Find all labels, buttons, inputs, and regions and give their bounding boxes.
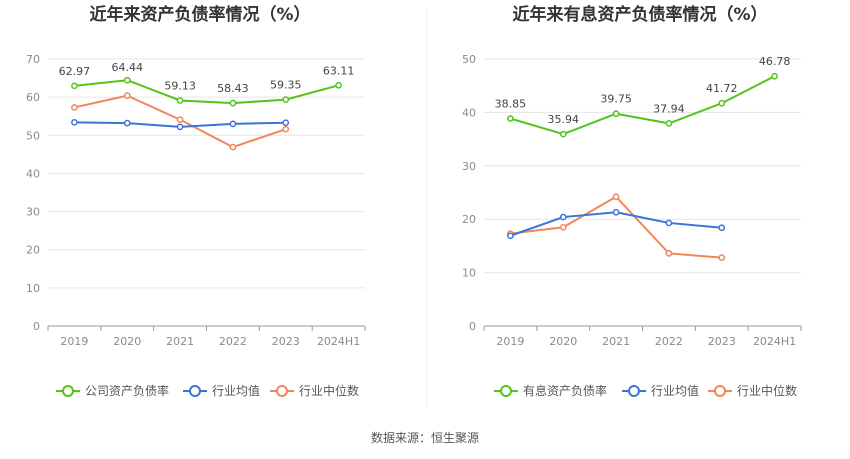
data-label: 35.94	[548, 113, 580, 126]
y-tick-label: 30	[26, 206, 40, 219]
data-point	[771, 72, 778, 80]
data-point	[612, 110, 620, 118]
data-point	[335, 81, 342, 89]
data-point	[559, 213, 567, 221]
data-point	[718, 99, 726, 107]
series-line-1	[510, 211, 722, 237]
x-tick-label: 2019	[496, 335, 524, 348]
data-point	[229, 99, 237, 107]
y-tick-label: 40	[26, 167, 40, 180]
legend-swatch-marker	[714, 385, 726, 397]
data-label: 59.13	[164, 79, 196, 92]
legend-label: 行业均值	[212, 383, 260, 398]
data-point	[665, 120, 673, 127]
data-point	[507, 232, 514, 240]
x-tick-label: 2022	[219, 335, 247, 348]
x-tick-label: 2024H1	[753, 335, 796, 348]
y-tick-label: 10	[26, 282, 40, 295]
data-point	[718, 254, 726, 261]
y-tick-label: 20	[462, 213, 476, 226]
y-tick-label: 50	[26, 129, 40, 142]
legend-swatch-marker	[500, 385, 512, 397]
data-point	[665, 250, 673, 257]
data-label: 63.11	[323, 64, 355, 77]
x-tick-label: 2024H1	[317, 335, 360, 348]
data-point	[229, 143, 237, 151]
legend-label: 行业中位数	[737, 383, 797, 398]
legend-swatch-marker	[276, 385, 288, 397]
series-line-0	[74, 79, 339, 105]
x-tick-label: 2023	[272, 335, 300, 348]
data-source: 数据来源：恒生聚源	[371, 430, 479, 445]
y-tick-label: 0	[469, 320, 476, 333]
data-point	[612, 193, 620, 201]
x-tick-label: 2020	[113, 335, 141, 348]
data-point	[282, 119, 290, 127]
data-point	[229, 120, 237, 128]
legend-label: 行业中位数	[299, 383, 359, 398]
chart-title: 近年来有息资产负债率情况（%）	[512, 4, 767, 25]
chart-title: 近年来资产负债率情况（%）	[89, 4, 310, 25]
y-tick-label: 30	[462, 160, 476, 173]
data-point	[665, 219, 673, 227]
legend-swatch-marker	[628, 385, 640, 397]
x-tick-label: 2021	[166, 335, 194, 348]
x-tick-label: 2020	[549, 335, 577, 348]
data-point	[176, 123, 184, 131]
debt-ratio-chart: 近年来资产负债率情况（%） 0 10 20 30 40 50 60 70 2019 2020 2021…	[26, 4, 366, 398]
y-tick-label: 40	[462, 106, 476, 119]
data-point	[123, 92, 131, 99]
data-label: 39.75	[600, 93, 632, 106]
data-point	[507, 115, 514, 122]
data-point	[282, 125, 290, 133]
data-point	[71, 104, 78, 111]
interest-debt-ratio-chart: 近年来有息资产负债率情况（%） 0 10 20 30 40 50 2019 2020 2021 20…	[462, 4, 802, 398]
data-label: 64.44	[112, 61, 144, 74]
y-tick-label: 60	[26, 91, 40, 104]
data-label: 41.72	[706, 82, 738, 95]
legend-swatch-marker	[189, 385, 201, 397]
data-label: 59.35	[270, 79, 302, 92]
data-point	[123, 119, 131, 127]
data-label: 46.78	[759, 55, 791, 68]
data-point	[123, 76, 131, 84]
data-point	[176, 116, 184, 123]
y-tick-label: 70	[26, 53, 40, 66]
data-point	[718, 224, 726, 232]
legend-swatch-marker	[62, 385, 74, 397]
series-line-0	[510, 75, 776, 136]
x-tick-label: 2019	[60, 335, 88, 348]
y-tick-label: 10	[462, 267, 476, 280]
legend-label: 行业均值	[651, 383, 699, 398]
data-label: 38.85	[495, 98, 527, 111]
data-point	[612, 208, 620, 216]
legend-label: 公司资产负债率	[85, 383, 169, 398]
y-tick-label: 0	[33, 320, 40, 333]
data-label: 37.94	[653, 102, 685, 115]
series-line-2	[510, 195, 722, 259]
legend-label: 有息资产负债率	[523, 383, 607, 398]
x-tick-label: 2023	[708, 335, 736, 348]
data-point	[71, 82, 78, 90]
data-label: 62.97	[59, 65, 91, 78]
y-tick-label: 50	[462, 53, 476, 66]
data-label: 58.43	[217, 82, 249, 95]
data-point	[559, 223, 567, 231]
data-point	[559, 130, 567, 138]
x-tick-label: 2021	[602, 335, 630, 348]
x-tick-label: 2022	[655, 335, 683, 348]
data-point	[176, 97, 184, 104]
y-tick-label: 20	[26, 244, 40, 257]
data-point	[71, 118, 78, 126]
data-point	[282, 96, 290, 103]
